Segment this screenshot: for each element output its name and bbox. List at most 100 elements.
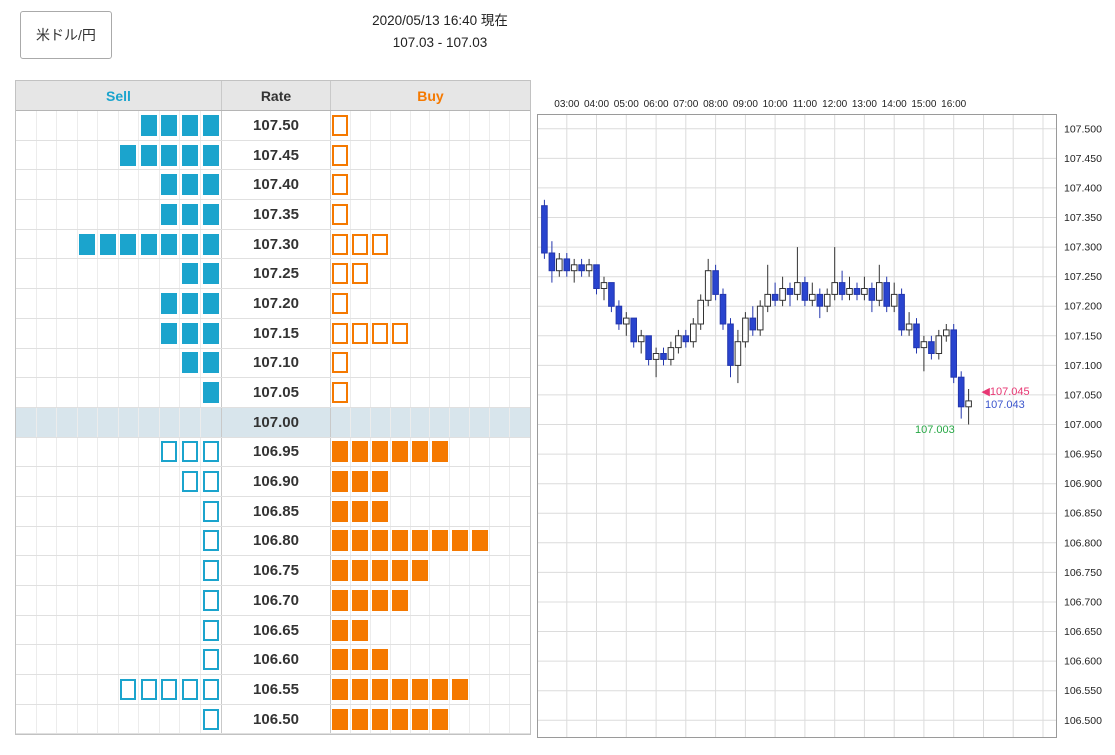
rate-cell[interactable]: 106.85 — [221, 496, 331, 526]
sell-order-square — [202, 500, 219, 522]
buy-order-square — [332, 174, 349, 196]
depth-grid-cell — [510, 527, 530, 556]
rate-cell[interactable]: 106.75 — [221, 556, 331, 585]
order-book-row[interactable]: 107.15 — [16, 318, 530, 349]
order-book-row[interactable]: 106.90 — [16, 467, 530, 497]
candle — [957, 376, 965, 408]
buy-volume-square — [392, 589, 409, 611]
candle — [920, 341, 928, 349]
order-book-row[interactable]: 106.85 — [16, 496, 530, 527]
order-book-row[interactable]: 106.95 — [16, 437, 530, 468]
rate-cell[interactable]: 106.60 — [221, 645, 331, 675]
rate-cell[interactable]: 107.45 — [221, 140, 331, 170]
sell-depth-cells — [16, 615, 221, 645]
order-book-row[interactable]: 107.35 — [16, 200, 530, 230]
order-book-row[interactable]: 106.65 — [16, 615, 530, 646]
depth-grid-cell — [450, 348, 471, 378]
rate-cell[interactable]: 107.05 — [221, 378, 331, 407]
depth-grid-cell — [351, 675, 371, 704]
depth-grid-cell — [331, 229, 351, 259]
rate-cell[interactable]: 107.25 — [221, 259, 331, 289]
order-book-row-current[interactable]: 107.00 — [16, 407, 530, 438]
rate-cell[interactable]: 106.55 — [221, 675, 331, 704]
depth-grid-cell — [351, 289, 371, 318]
column-header-sell: Sell — [106, 87, 131, 104]
order-book-row[interactable]: 106.50 — [16, 704, 530, 735]
depth-grid-cell — [78, 556, 98, 585]
order-book-row[interactable]: 106.75 — [16, 556, 530, 586]
order-book-row[interactable]: 106.70 — [16, 586, 530, 616]
rate-cell[interactable]: 106.70 — [221, 586, 331, 615]
depth-grid-cell — [139, 200, 160, 229]
candle — [756, 305, 764, 331]
rate-cell[interactable]: 107.00 — [221, 407, 331, 437]
rate-cell[interactable]: 107.10 — [221, 348, 331, 378]
rate-cell[interactable]: 106.90 — [221, 467, 331, 496]
rate-cell[interactable]: 107.50 — [221, 111, 331, 140]
order-book-row[interactable]: 107.45 — [16, 140, 530, 171]
depth-grid-cell — [57, 526, 78, 556]
order-book-row[interactable]: 107.50 — [16, 111, 530, 141]
rate-cell[interactable]: 107.40 — [221, 170, 331, 200]
buy-depth-cells — [331, 318, 530, 348]
rate-cell[interactable]: 106.65 — [221, 615, 331, 645]
price-axis-label: 107.500 — [1064, 123, 1102, 135]
depth-grid-cell — [16, 378, 37, 407]
order-book-row[interactable]: 106.60 — [16, 645, 530, 676]
order-book-row[interactable]: 106.55 — [16, 675, 530, 705]
sell-volume-square — [202, 352, 219, 374]
depth-grid-cell — [57, 229, 78, 259]
rate-cell[interactable]: 107.15 — [221, 318, 331, 348]
depth-grid-cell — [470, 586, 491, 615]
rate-cell[interactable]: 107.35 — [221, 200, 331, 229]
depth-grid-cell — [470, 378, 491, 407]
depth-grid-cell — [180, 200, 201, 229]
depth-grid-cell — [98, 229, 119, 259]
depth-grid-cell — [139, 556, 160, 585]
depth-grid-cell — [391, 407, 411, 437]
depth-grid-cell — [470, 526, 491, 556]
buy-depth-cells — [331, 437, 530, 467]
rate-cell[interactable]: 106.50 — [221, 704, 331, 734]
rate-cell[interactable]: 106.95 — [221, 437, 331, 467]
sell-order-square — [161, 678, 178, 700]
order-book-row[interactable]: 107.25 — [16, 259, 530, 290]
currency-pair-button[interactable]: 米ドル/円 — [20, 11, 112, 59]
depth-grid-cell — [331, 615, 351, 645]
order-book-row[interactable]: 107.30 — [16, 229, 530, 260]
depth-grid-cell — [411, 289, 431, 318]
buy-volume-square — [332, 619, 349, 641]
order-book-row[interactable]: 106.80 — [16, 526, 530, 557]
buy-order-square — [332, 382, 349, 404]
depth-grid-cell — [371, 615, 391, 645]
depth-grid-cell — [57, 348, 78, 378]
rate-cell[interactable]: 107.30 — [221, 229, 331, 259]
depth-grid-cell — [411, 645, 431, 675]
buy-volume-square — [412, 560, 428, 582]
depth-grid-cell — [201, 497, 222, 526]
order-book-row[interactable]: 107.05 — [16, 378, 530, 408]
order-book-row[interactable]: 107.10 — [16, 348, 530, 379]
depth-grid-cell — [371, 675, 391, 704]
depth-grid-cell — [391, 229, 411, 259]
depth-grid-cell — [411, 556, 431, 585]
depth-grid-cell — [430, 526, 451, 556]
depth-grid-cell — [180, 645, 201, 675]
depth-grid-cell — [430, 556, 451, 585]
depth-grid-cell — [160, 348, 180, 378]
order-book-row[interactable]: 107.40 — [16, 170, 530, 201]
depth-grid-cell — [78, 645, 98, 675]
depth-grid-cell — [78, 170, 98, 200]
rate-cell[interactable]: 106.80 — [221, 526, 331, 556]
order-book-row[interactable]: 107.20 — [16, 289, 530, 319]
depth-grid-cell — [490, 378, 511, 407]
depth-grid-cell — [430, 407, 451, 437]
sell-order-square — [120, 678, 137, 700]
depth-grid-cell — [98, 348, 119, 378]
depth-grid-cell — [16, 467, 37, 496]
depth-grid-cell — [78, 407, 98, 437]
depth-grid-cell — [510, 141, 530, 170]
depth-grid-cell — [450, 200, 471, 229]
depth-grid-cell — [490, 407, 511, 437]
rate-cell[interactable]: 107.20 — [221, 289, 331, 318]
